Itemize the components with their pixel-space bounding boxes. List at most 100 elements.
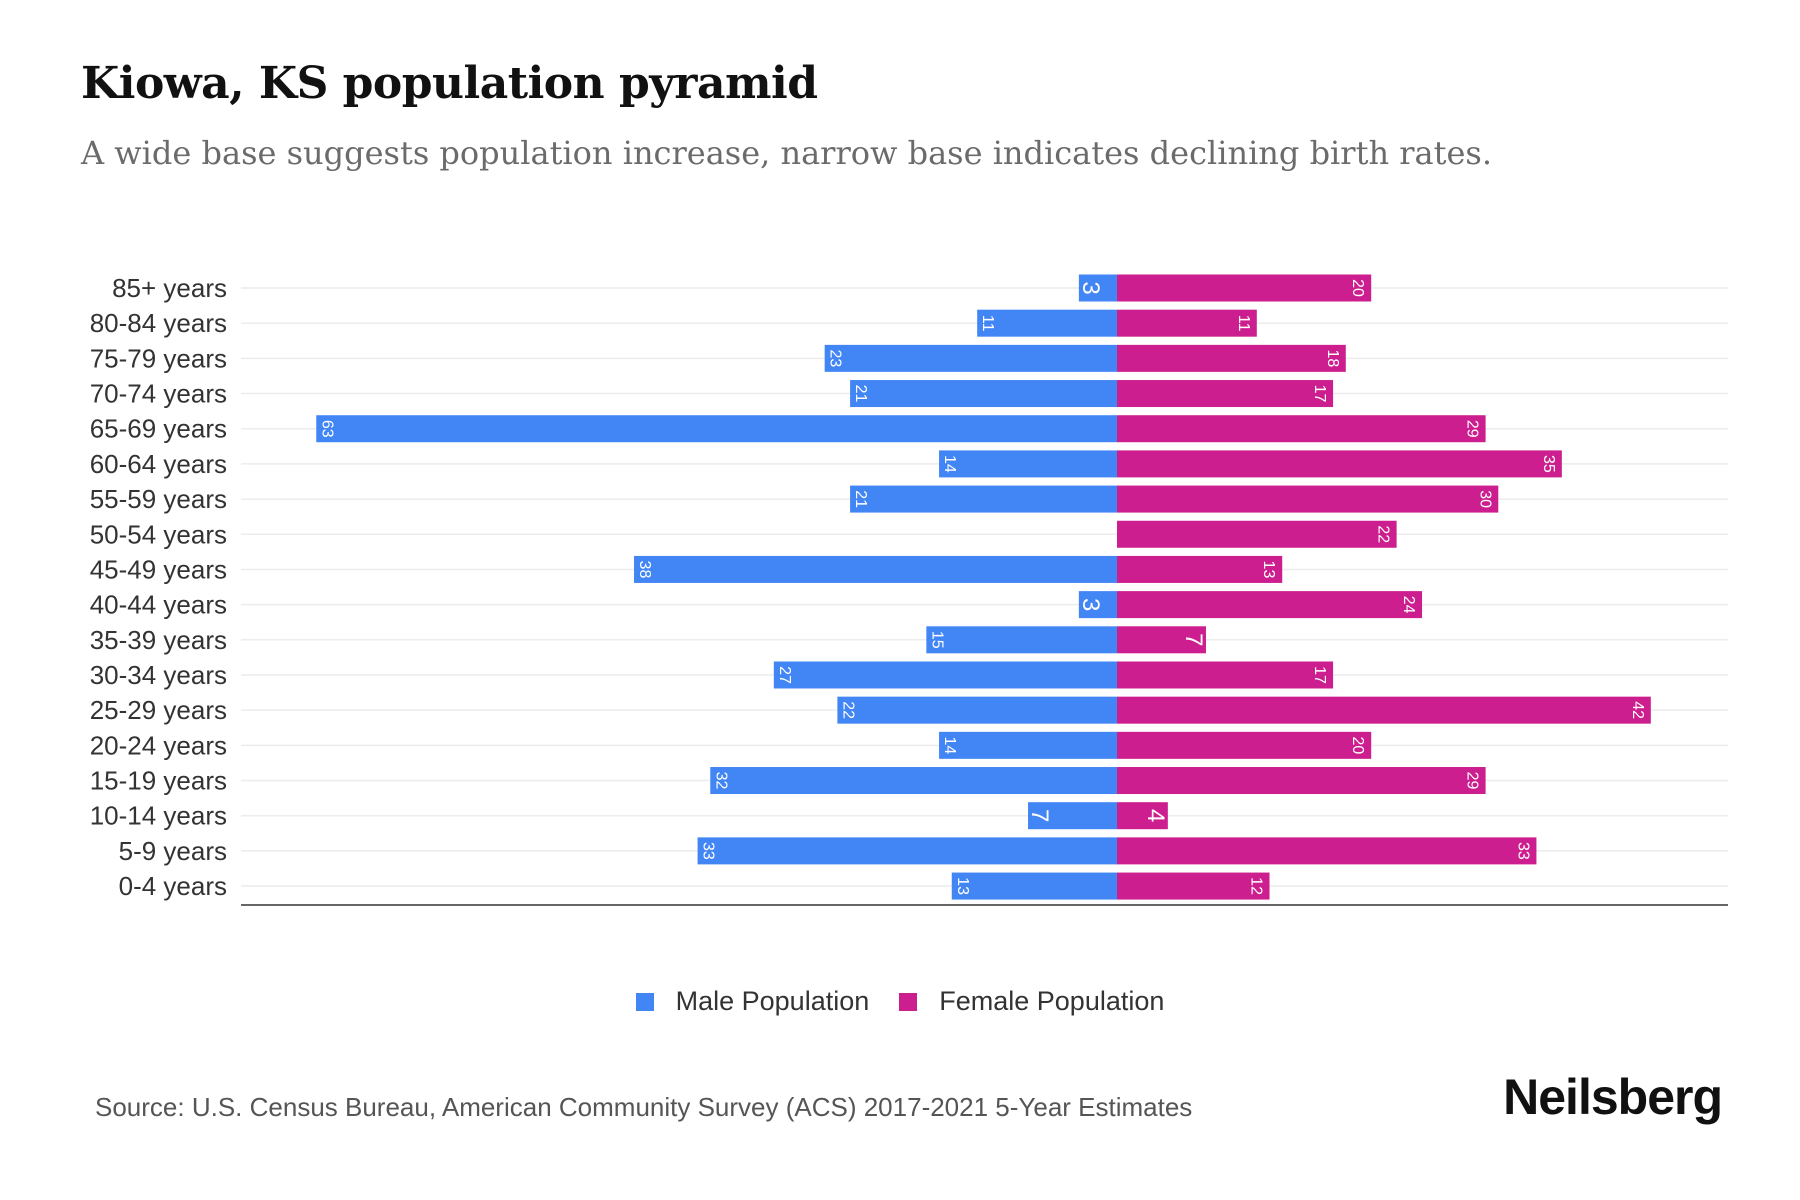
age-group-label: 30-34 years (90, 660, 227, 690)
female-bar (1117, 520, 1397, 548)
age-group-label: 75-79 years (90, 343, 227, 373)
female-value-label: 42 (1629, 701, 1646, 719)
female-bar (1117, 591, 1423, 619)
age-group-label: 25-29 years (90, 695, 227, 725)
male-bar (939, 450, 1117, 478)
female-bar (1117, 450, 1562, 478)
male-bar (634, 555, 1117, 583)
age-group-label: 20-24 years (90, 730, 227, 760)
male-value-label: 22 (839, 701, 856, 719)
male-value-label: 3 (1077, 598, 1104, 611)
male-bar (316, 415, 1117, 443)
male-value-label: 33 (700, 842, 717, 860)
male-bar (951, 872, 1117, 900)
age-group-label: 65-69 years (90, 414, 227, 444)
male-value-label: 3 (1077, 281, 1104, 294)
age-group-label: 35-39 years (90, 625, 227, 655)
female-bar (1117, 344, 1346, 372)
age-group-label: 5-9 years (119, 836, 227, 866)
male-value-label: 63 (318, 420, 335, 438)
age-group-label: 15-19 years (90, 766, 227, 796)
age-group-label: 55-59 years (90, 484, 227, 514)
male-bar (977, 309, 1117, 337)
male-value-label: 11 (979, 315, 996, 332)
female-bar (1117, 696, 1651, 724)
age-group-label: 70-74 years (90, 379, 227, 409)
chart-title: Kiowa, KS population pyramid (81, 58, 818, 109)
age-group-label: 80-84 years (90, 308, 227, 338)
female-value-label: 30 (1476, 490, 1493, 508)
age-group-label: 85+ years (112, 273, 227, 303)
legend-swatch-female (899, 992, 918, 1011)
age-group-label: 50-54 years (90, 519, 227, 549)
female-value-label: 22 (1375, 525, 1392, 543)
female-bar (1117, 837, 1537, 865)
male-value-label: 32 (712, 772, 729, 790)
female-bar (1117, 380, 1334, 408)
female-bar (1117, 802, 1168, 830)
female-value-label: 20 (1349, 736, 1366, 754)
age-group-label: 10-14 years (90, 801, 227, 831)
female-value-label: 18 (1324, 349, 1341, 367)
male-value-label: 7 (1026, 809, 1053, 822)
male-bar (850, 485, 1117, 513)
male-bar (850, 380, 1117, 408)
female-bar (1117, 415, 1486, 443)
male-bar (1078, 591, 1117, 619)
legend-label-female: Female Population (939, 986, 1165, 1016)
male-bar (824, 344, 1117, 372)
female-value-label: 17 (1311, 666, 1328, 684)
legend-item-male: Male Population (635, 986, 870, 1017)
male-value-label: 13 (954, 877, 971, 895)
legend: Male Population Female Population (0, 986, 1800, 1017)
age-group-label: 45-49 years (90, 554, 227, 584)
female-value-label: 20 (1349, 279, 1366, 297)
male-bar (926, 626, 1117, 654)
female-value-label: 24 (1400, 596, 1417, 614)
male-bar (1078, 274, 1117, 302)
male-bar (939, 731, 1117, 759)
male-bar (837, 696, 1117, 724)
female-bar (1117, 872, 1270, 900)
female-value-label: 17 (1311, 385, 1328, 403)
female-value-label: 33 (1514, 842, 1531, 860)
male-bar (773, 661, 1117, 689)
female-value-label: 29 (1464, 420, 1481, 438)
male-value-label: 14 (941, 455, 958, 473)
female-bar (1117, 274, 1372, 302)
legend-item-female: Female Population (899, 986, 1164, 1017)
male-value-label: 21 (852, 490, 869, 508)
female-value-label: 13 (1260, 561, 1277, 579)
male-value-label: 23 (827, 349, 844, 367)
female-bar (1117, 309, 1257, 337)
female-bar (1117, 661, 1334, 689)
female-bar (1117, 555, 1283, 583)
male-bar (710, 767, 1117, 795)
female-value-label: 4 (1142, 809, 1169, 822)
source-note: Source: U.S. Census Bureau, American Com… (95, 1092, 1193, 1122)
female-bar (1117, 626, 1206, 654)
female-bar (1117, 767, 1486, 795)
female-value-label: 29 (1464, 772, 1481, 790)
male-value-label: 27 (776, 666, 793, 684)
female-value-label: 11 (1235, 315, 1252, 332)
age-group-label: 40-44 years (90, 590, 227, 620)
female-bar (1117, 485, 1499, 513)
age-group-label: 60-64 years (90, 449, 227, 479)
male-bar (697, 837, 1117, 865)
male-value-label: 15 (928, 631, 945, 649)
neilsberg-logo: Neilsberg (1503, 1069, 1723, 1125)
male-bar (1028, 802, 1117, 830)
female-value-label: 35 (1540, 455, 1557, 473)
legend-swatch-male (635, 992, 654, 1011)
chart-subtitle: A wide base suggests population increase… (81, 134, 1492, 172)
male-value-label: 14 (941, 736, 958, 754)
female-value-label: 12 (1248, 877, 1265, 895)
male-value-label: 21 (852, 385, 869, 403)
legend-label-male: Male Population (675, 986, 870, 1016)
female-value-label: 7 (1180, 633, 1207, 646)
age-group-label: 0-4 years (119, 871, 227, 901)
female-bar (1117, 731, 1372, 759)
male-value-label: 38 (636, 561, 653, 579)
